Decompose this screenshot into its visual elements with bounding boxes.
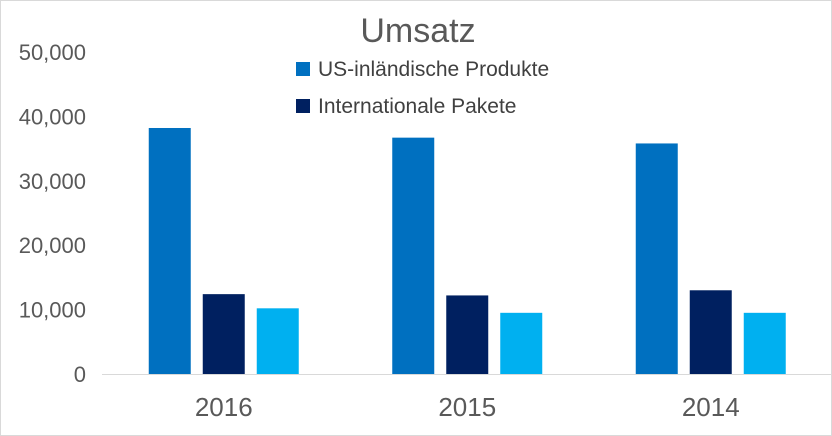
x-tick-label: 2014 [682, 392, 740, 422]
bar-series-1-2015 [392, 137, 435, 374]
bar-series-3-2016 [256, 308, 299, 374]
y-tick-label: 50,000 [19, 40, 86, 65]
y-tick-label: 10,000 [19, 298, 86, 323]
x-axis: 2016 2015 2014 [195, 392, 740, 422]
y-tick-label: 0 [74, 362, 86, 387]
bar-series-1-2016 [148, 127, 191, 374]
bar-series-2-2014 [689, 290, 732, 374]
bar-series-2-2015 [446, 295, 489, 374]
y-tick-label: 30,000 [19, 169, 86, 194]
bar-series-1-2014 [635, 143, 678, 374]
bar-series-3-2014 [743, 312, 786, 374]
bar-series-3-2015 [500, 312, 543, 374]
legend-swatch [296, 62, 310, 76]
legend-label: Internationale Pakete [318, 95, 516, 118]
bar-series-2-2016 [202, 294, 245, 374]
legend-label: US-inländische Produkte [318, 58, 549, 81]
chart-title: Umsatz [360, 12, 475, 50]
legend-swatch [296, 99, 310, 113]
x-tick-label: 2015 [438, 392, 496, 422]
x-tick-label: 2016 [195, 392, 253, 422]
y-tick-label: 20,000 [19, 233, 86, 258]
legend: US-inländische Produkte Internationale Pa… [296, 58, 549, 118]
bars [148, 127, 786, 374]
y-axis: 0 10,000 20,000 30,000 40,000 50,000 [19, 40, 86, 387]
y-tick-label: 40,000 [19, 104, 86, 129]
